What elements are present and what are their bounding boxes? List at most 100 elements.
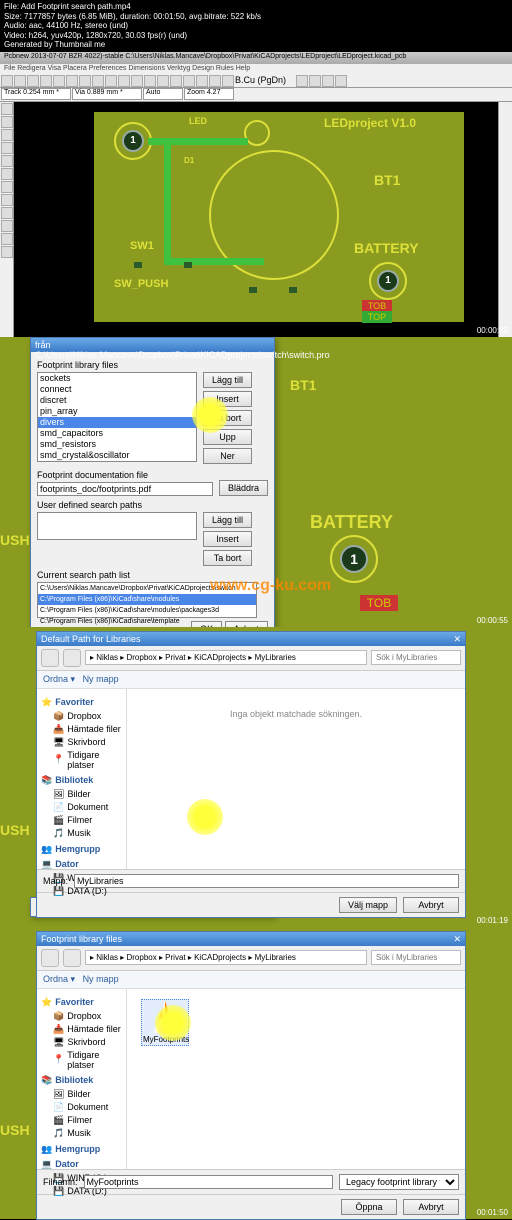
toolbar-button[interactable] — [322, 75, 334, 87]
toolbar-button[interactable] — [222, 75, 234, 87]
sidebar-group-favorites[interactable]: ⭐ Favoriter — [41, 697, 122, 708]
sidebar-group-favorites[interactable]: ⭐ Favoriter — [41, 997, 122, 1008]
sidebar-item-pictures[interactable]: 🖼 Bilder — [41, 788, 122, 801]
sidebar-group-computer[interactable]: 💻 Dator — [41, 859, 122, 870]
sidebar-item-documents[interactable]: 📄 Dokument — [41, 1101, 122, 1114]
tool-button[interactable] — [1, 181, 13, 193]
file-filter-dropdown[interactable]: Legacy footprint library file (* — [339, 1174, 459, 1190]
open-button[interactable]: Öppna — [341, 1199, 397, 1215]
list-item[interactable]: smd_crystal&oscillator — [38, 450, 196, 461]
sidebar-group-homegroup[interactable]: 👥 Hemgrupp — [41, 1144, 122, 1155]
explorer-content[interactable]: Inga objekt matchade sökningen. — [127, 689, 465, 869]
toolbar-button[interactable] — [79, 75, 91, 87]
tool-button[interactable] — [1, 233, 13, 245]
toolbar-button[interactable] — [144, 75, 156, 87]
library-list[interactable]: sockets connect discret pin_array divers… — [37, 372, 197, 462]
sidebar-item-videos[interactable]: 🎬 Filmer — [41, 814, 122, 827]
toolbar-button[interactable] — [27, 75, 39, 87]
sidebar-item-downloads[interactable]: 📥 Hämtade filer — [41, 1023, 122, 1036]
toolbar-button[interactable] — [183, 75, 195, 87]
toolbar-button[interactable] — [1, 75, 13, 87]
back-button[interactable] — [41, 949, 59, 967]
list-item[interactable]: smd_capacitors — [38, 428, 196, 439]
forward-button[interactable] — [63, 649, 81, 667]
pcb-canvas[interactable]: LEDproject V1.0 LED BT1 BATTERY SW1 SW_P… — [14, 102, 498, 337]
menu-bar[interactable]: File Redigera Visa Placera Preferences D… — [0, 64, 512, 74]
zoom-dropdown[interactable]: Zoom 4.27 — [184, 88, 234, 100]
sidebar-item-videos[interactable]: 🎬 Filmer — [41, 1114, 122, 1127]
list-item[interactable]: connect — [38, 384, 196, 395]
sidebar-item-recent[interactable]: 📍 Tidigare platser — [41, 749, 122, 771]
doc-file-input[interactable] — [37, 482, 213, 496]
tool-button[interactable] — [1, 142, 13, 154]
add-button[interactable]: Lägg till — [203, 372, 252, 388]
toolbar-button[interactable] — [14, 75, 26, 87]
cancel-button[interactable]: Avbryt — [403, 1199, 459, 1215]
sidebar-item-desktop[interactable]: 🖥 Skrivbord — [41, 736, 122, 749]
list-item[interactable]: pin_array — [38, 406, 196, 417]
toolbar-button[interactable] — [92, 75, 104, 87]
filename-input[interactable] — [84, 1175, 333, 1189]
tool-button[interactable] — [1, 168, 13, 180]
dialog-titlebar[interactable]: från C:\Users\Niklas.Mancave\Dropbox\Pri… — [31, 338, 274, 352]
toolbar-button[interactable] — [196, 75, 208, 87]
list-item[interactable]: divers — [38, 417, 196, 428]
select-folder-button[interactable]: Välj mapp — [339, 897, 397, 913]
explorer-content[interactable]: MyFootprints — [127, 989, 465, 1169]
tool-button[interactable] — [1, 129, 13, 141]
toolbar-button[interactable] — [296, 75, 308, 87]
tool-button[interactable] — [1, 103, 13, 115]
tool-button[interactable] — [1, 194, 13, 206]
browse-button[interactable]: Bläddra — [219, 480, 268, 496]
list-item[interactable]: C:\Program Files (x86)\KiCad\share\modul… — [38, 594, 256, 605]
tool-button[interactable] — [1, 116, 13, 128]
sidebar-item-recent[interactable]: 📍 Tidigare platser — [41, 1049, 122, 1071]
sidebar-group-homegroup[interactable]: 👥 Hemgrupp — [41, 844, 122, 855]
sidebar-item-documents[interactable]: 📄 Dokument — [41, 801, 122, 814]
tool-button[interactable] — [1, 207, 13, 219]
toolbar-button[interactable] — [157, 75, 169, 87]
toolbar-button[interactable] — [335, 75, 347, 87]
list-item[interactable]: discret — [38, 395, 196, 406]
close-icon[interactable]: ✕ — [453, 934, 461, 944]
toolbar-button[interactable] — [170, 75, 182, 87]
tool-button[interactable] — [1, 155, 13, 167]
toolbar-button[interactable] — [53, 75, 65, 87]
close-icon[interactable]: ✕ — [453, 634, 461, 644]
new-folder-button[interactable]: Ny mapp — [83, 674, 119, 684]
dialog-titlebar[interactable]: Footprint library files ✕ — [37, 932, 465, 946]
window-titlebar[interactable]: Pcbnew 2013-07-07 BZR 4022)-stable C:\Us… — [0, 52, 512, 64]
sidebar-item-pictures[interactable]: 🖼 Bilder — [41, 1088, 122, 1101]
via-dropdown[interactable]: Via 0.889 mm * — [72, 88, 142, 100]
remove-path-button[interactable]: Ta bort — [203, 550, 252, 566]
tool-button[interactable] — [1, 220, 13, 232]
organize-dropdown[interactable]: Ordna ▾ — [43, 974, 75, 984]
list-item[interactable]: sockets — [38, 373, 196, 384]
sidebar-group-computer[interactable]: 💻 Dator — [41, 1159, 122, 1170]
list-item[interactable]: smd_resistors — [38, 439, 196, 450]
sidebar-group-libraries[interactable]: 📚 Bibliotek — [41, 1075, 122, 1086]
back-button[interactable] — [41, 649, 59, 667]
toolbar-button[interactable] — [309, 75, 321, 87]
breadcrumb-path[interactable]: ▸ Niklas ▸ Dropbox ▸ Privat ▸ KiCADproje… — [85, 950, 367, 965]
new-folder-button[interactable]: Ny mapp — [83, 974, 119, 984]
toolbar-button[interactable] — [118, 75, 130, 87]
down-button[interactable]: Ner — [203, 448, 252, 464]
layer-dropdown[interactable]: B.Cu (PgDn) — [235, 75, 295, 86]
dialog-titlebar[interactable]: Default Path for Libraries ✕ — [37, 632, 465, 646]
sidebar-group-libraries[interactable]: 📚 Bibliotek — [41, 775, 122, 786]
add-path-button[interactable]: Lägg till — [203, 512, 252, 528]
breadcrumb-path[interactable]: ▸ Niklas ▸ Dropbox ▸ Privat ▸ KiCADproje… — [85, 650, 367, 665]
track-dropdown[interactable]: Track 0.254 mm * — [1, 88, 71, 100]
tool-button[interactable] — [1, 246, 13, 258]
toolbar-button[interactable] — [40, 75, 52, 87]
organize-dropdown[interactable]: Ordna ▾ — [43, 674, 75, 684]
sidebar-item-dropbox[interactable]: 📦 Dropbox — [41, 710, 122, 723]
grid-dropdown[interactable]: Auto — [143, 88, 183, 100]
cancel-button[interactable]: Avbryt — [403, 897, 459, 913]
search-input[interactable] — [371, 650, 461, 665]
insert-path-button[interactable]: Insert — [203, 531, 252, 547]
sidebar-item-music[interactable]: 🎵 Musik — [41, 1127, 122, 1140]
folder-name-input[interactable] — [74, 874, 459, 888]
search-input[interactable] — [371, 950, 461, 965]
